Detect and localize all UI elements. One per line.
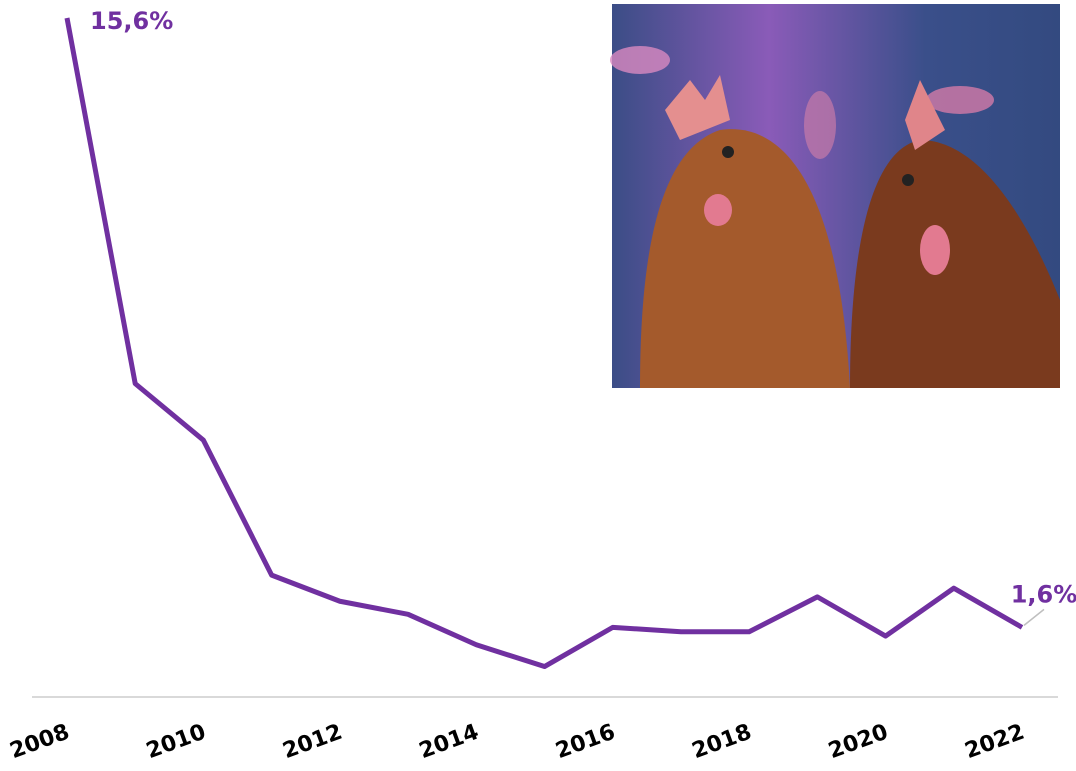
x-tick-label: 2008 xyxy=(7,720,73,764)
x-tick-label: 2020 xyxy=(825,720,891,764)
x-tick-label: 2016 xyxy=(552,720,618,764)
x-tick-label: 2014 xyxy=(416,720,482,764)
line xyxy=(64,17,1024,670)
leader-line xyxy=(1023,608,1045,626)
data-label: 1,6% xyxy=(1011,580,1076,608)
x-tick-label: 2022 xyxy=(962,720,1028,764)
x-tick-label: 2010 xyxy=(143,720,209,764)
x-tick-label: 2018 xyxy=(689,720,755,764)
x-tick-label: 2012 xyxy=(280,720,346,764)
photo xyxy=(610,4,1060,388)
data-label: 15,6% xyxy=(90,7,173,35)
